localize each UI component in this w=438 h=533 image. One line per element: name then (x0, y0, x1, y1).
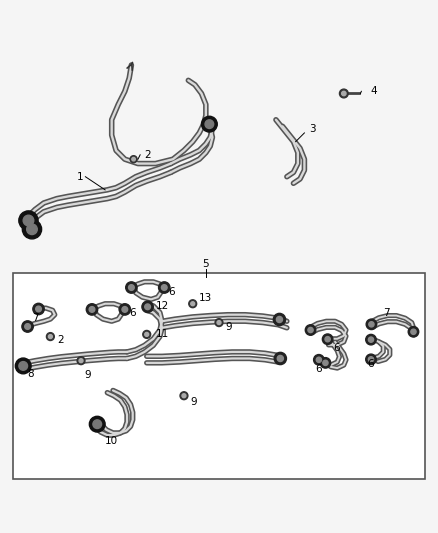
Circle shape (368, 357, 374, 362)
Circle shape (305, 325, 316, 335)
Circle shape (89, 416, 105, 432)
Circle shape (79, 359, 83, 362)
Circle shape (180, 392, 188, 400)
Circle shape (411, 329, 416, 334)
Circle shape (130, 156, 137, 163)
Circle shape (35, 306, 41, 312)
Circle shape (23, 215, 34, 226)
Circle shape (122, 306, 127, 312)
Circle shape (19, 211, 38, 230)
Circle shape (368, 337, 374, 342)
Circle shape (322, 334, 333, 344)
Circle shape (25, 324, 31, 329)
Circle shape (93, 420, 102, 429)
Circle shape (342, 91, 346, 96)
Circle shape (325, 336, 330, 342)
Circle shape (126, 282, 137, 293)
Text: 9: 9 (191, 397, 197, 407)
Text: 1: 1 (77, 172, 83, 182)
Circle shape (33, 303, 44, 314)
Circle shape (189, 300, 197, 308)
Circle shape (201, 116, 217, 132)
Circle shape (145, 304, 151, 310)
Text: 5: 5 (202, 260, 209, 269)
Circle shape (408, 327, 419, 337)
Circle shape (217, 320, 221, 325)
Circle shape (142, 301, 153, 312)
Text: 9: 9 (84, 370, 91, 380)
Text: 6: 6 (315, 364, 322, 374)
Text: 13: 13 (199, 293, 212, 303)
Text: 6: 6 (367, 359, 374, 369)
Circle shape (191, 302, 195, 306)
Circle shape (366, 334, 376, 345)
Circle shape (308, 327, 313, 333)
Circle shape (161, 285, 167, 290)
Text: 6: 6 (129, 309, 136, 318)
Circle shape (366, 319, 377, 329)
Circle shape (205, 120, 214, 128)
Circle shape (27, 224, 37, 235)
Circle shape (339, 89, 348, 98)
Text: 11: 11 (155, 329, 169, 340)
Text: 6: 6 (169, 287, 175, 297)
Text: 6: 6 (333, 343, 339, 352)
Text: 2: 2 (57, 335, 64, 345)
Circle shape (369, 322, 374, 327)
Circle shape (86, 304, 98, 315)
Circle shape (277, 356, 283, 361)
Circle shape (316, 357, 321, 362)
Text: 2: 2 (145, 150, 151, 160)
Circle shape (323, 360, 328, 366)
Circle shape (145, 333, 149, 336)
Circle shape (320, 358, 331, 368)
Circle shape (276, 317, 283, 322)
Circle shape (22, 321, 33, 332)
Text: 10: 10 (105, 436, 118, 446)
Text: 12: 12 (155, 301, 169, 311)
Circle shape (22, 220, 42, 239)
Circle shape (182, 394, 186, 398)
Circle shape (15, 358, 31, 374)
Circle shape (366, 354, 376, 365)
Text: 7: 7 (383, 308, 390, 318)
Circle shape (314, 354, 324, 365)
Circle shape (46, 333, 54, 341)
Text: 7: 7 (32, 313, 39, 323)
Text: 8: 8 (27, 369, 34, 379)
Circle shape (129, 285, 134, 290)
Circle shape (143, 330, 151, 338)
Circle shape (273, 313, 286, 326)
Bar (13, 273, 425, 479)
Text: 4: 4 (370, 86, 377, 96)
Circle shape (49, 335, 53, 338)
Circle shape (77, 357, 85, 365)
Circle shape (159, 282, 170, 293)
Circle shape (119, 304, 131, 315)
Text: 9: 9 (226, 322, 232, 332)
Circle shape (132, 157, 135, 161)
Circle shape (274, 352, 286, 365)
Text: 3: 3 (309, 124, 315, 134)
Circle shape (89, 306, 95, 312)
Circle shape (215, 319, 223, 327)
Circle shape (19, 361, 28, 370)
